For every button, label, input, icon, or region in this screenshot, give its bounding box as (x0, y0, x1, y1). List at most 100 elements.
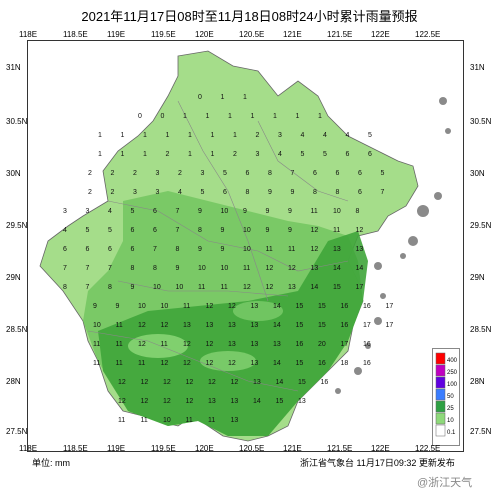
grid-value: 4 (278, 151, 282, 158)
grid-value: 12 (206, 360, 214, 367)
light-patch (233, 301, 283, 321)
grid-value: 12 (183, 341, 191, 348)
grid-value: 13 (183, 322, 191, 329)
grid-value: 8 (108, 284, 112, 291)
grid-value: 9 (291, 189, 295, 196)
grid-value: 11 (186, 417, 193, 424)
grid-value: 1 (296, 113, 300, 120)
axis-left-label: 29N (6, 273, 21, 282)
grid-value: 4 (323, 132, 327, 139)
grid-value: 0 (161, 113, 165, 120)
grid-value: 6 (131, 246, 135, 253)
axis-top-label: 120E (195, 30, 214, 39)
legend-label: 400 (447, 358, 458, 364)
axis-bottom-label: 119.5E (151, 444, 176, 453)
grid-value: 9 (268, 189, 272, 196)
grid-value: 10 (138, 303, 146, 310)
grid-value: 16 (296, 341, 304, 348)
axis-right-label: 29.5N (470, 221, 492, 230)
axis-bottom-label: 121.5E (327, 444, 353, 453)
grid-value: 9 (243, 208, 247, 215)
grid-value: 6 (313, 170, 317, 177)
axis-bottom-label: 122E (371, 444, 390, 453)
axis-right-label: 28.5N (470, 325, 492, 334)
legend: 400 250 100 50 25 10 0.1 (432, 348, 460, 446)
grid-value: 0 (198, 94, 202, 101)
axis-bottom-label: 119E (107, 444, 126, 453)
grid-value: 16 (363, 341, 371, 348)
grid-value: 6 (153, 227, 157, 234)
grid-value: 6 (368, 151, 372, 158)
grid-value: 11 (221, 284, 228, 291)
grid-value: 1 (143, 132, 147, 139)
grid-value: 16 (363, 360, 371, 367)
grid-value: 6 (153, 208, 157, 215)
grid-value: 15 (276, 398, 284, 405)
grid-value: 12 (163, 379, 171, 386)
grid-value: 12 (186, 398, 194, 405)
grid-value: 8 (131, 265, 135, 272)
grid-value: 5 (323, 151, 327, 158)
grid-value: 7 (86, 284, 90, 291)
unit-label: 单位: mm (32, 458, 70, 468)
axis-right-label: 29N (470, 273, 485, 282)
grid-value: 2 (111, 189, 115, 196)
grid-value: 1 (211, 151, 215, 158)
grid-value: 0 (138, 113, 142, 120)
grid-value: 8 (246, 189, 250, 196)
grid-value: 11 (288, 246, 295, 253)
grid-value: 9 (266, 227, 270, 234)
legend-label: 0.1 (447, 430, 456, 436)
grid-value: 3 (156, 170, 160, 177)
grid-value: 12 (228, 303, 236, 310)
grid-value: 18 (341, 360, 349, 367)
grid-value: 15 (318, 322, 326, 329)
grid-value: 15 (333, 284, 341, 291)
grid-value: 10 (333, 208, 341, 215)
axis-left-label: 28N (6, 377, 21, 386)
grid-value: 9 (176, 265, 180, 272)
grid-value: 11 (311, 208, 318, 215)
grid-value: 11 (198, 284, 205, 291)
grid-value: 3 (278, 132, 282, 139)
axis-bottom-label: 120E (195, 444, 214, 453)
grid-value: 13 (251, 341, 259, 348)
grid-value: 12 (163, 398, 171, 405)
grid-value: 3 (86, 208, 90, 215)
grid-value: 17 (341, 341, 349, 348)
axis-right-label: 28N (470, 377, 485, 386)
legend-swatch (435, 364, 446, 377)
grid-value: 17 (386, 303, 394, 310)
grid-value: 13 (251, 322, 259, 329)
province-dark-area (98, 231, 368, 436)
grid-value: 1 (98, 151, 102, 158)
grid-value: 14 (276, 379, 284, 386)
grid-value: 4 (108, 208, 112, 215)
grid-value: 12 (266, 265, 274, 272)
axis-left-label: 30N (6, 169, 21, 178)
axis-top-label: 121.5E (327, 30, 353, 39)
grid-value: 12 (141, 379, 149, 386)
grid-value: 13 (208, 398, 216, 405)
grid-value: 1 (228, 113, 232, 120)
grid-value: 11 (183, 303, 190, 310)
grid-value: 6 (358, 189, 362, 196)
grid-value: 9 (221, 227, 225, 234)
grid-value: 14 (333, 265, 341, 272)
grid-value: 12 (161, 360, 169, 367)
axis-left-label: 31N (6, 63, 21, 72)
legend-swatch (435, 352, 446, 365)
grid-value: 8 (198, 227, 202, 234)
grid-value: 4 (301, 132, 305, 139)
grid-value: 7 (381, 189, 385, 196)
grid-value: 14 (273, 322, 281, 329)
grid-value: 11 (208, 417, 215, 424)
grid-value: 3 (256, 151, 260, 158)
grid-value: 13 (273, 341, 281, 348)
grid-value: 1 (188, 132, 192, 139)
grid-value: 1 (221, 94, 225, 101)
grid-value: 8 (153, 265, 157, 272)
grid-value: 13 (228, 322, 236, 329)
grid-value: 7 (108, 265, 112, 272)
grid-value: 13 (253, 379, 261, 386)
